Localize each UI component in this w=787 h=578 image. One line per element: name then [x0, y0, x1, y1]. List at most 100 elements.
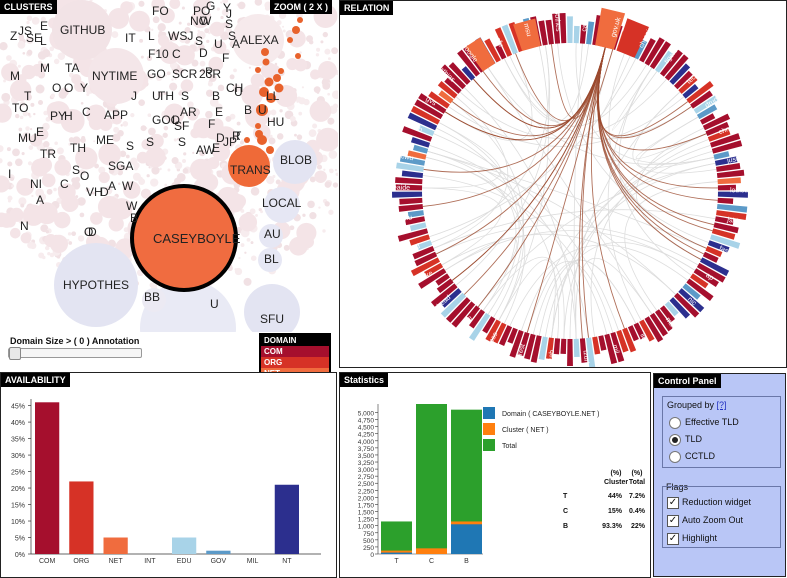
chord-arc[interactable]: [699, 257, 730, 277]
chord-arc[interactable]: [639, 319, 655, 342]
chord-arc[interactable]: [686, 278, 714, 301]
cluster-dot[interactable]: [332, 182, 338, 188]
chord-arc[interactable]: [448, 62, 471, 85]
chord-arc[interactable]: [714, 216, 734, 225]
chord-arc[interactable]: [673, 70, 693, 90]
chord-arc[interactable]: [592, 336, 601, 355]
cluster-dot[interactable]: [312, 123, 318, 129]
cluster-dot[interactable]: [0, 145, 4, 153]
cluster-dot[interactable]: [309, 212, 317, 220]
cluster-dot[interactable]: [216, 170, 221, 175]
cluster-dot[interactable]: [220, 15, 224, 20]
chord-arc[interactable]: [398, 204, 424, 212]
chord-arc[interactable]: [717, 191, 748, 198]
cluster-bubble[interactable]: [98, 171, 110, 184]
cluster-dot[interactable]: [49, 46, 55, 52]
chord-arc[interactable]: [702, 251, 719, 263]
chord-arc[interactable]: [579, 24, 587, 44]
cluster-dot[interactable]: [329, 168, 333, 172]
cluster-dot[interactable]: [140, 125, 147, 132]
chord-arc-highlight[interactable]: [513, 18, 541, 51]
checkbox-auto-zoom-out[interactable]: ✓: [667, 514, 679, 527]
cluster-dot[interactable]: [182, 168, 189, 174]
flag-reduction-widget[interactable]: ✓ Reduction widget: [667, 495, 751, 509]
chord-arc[interactable]: [538, 336, 548, 360]
cluster-dot[interactable]: [77, 235, 85, 242]
cluster-dot[interactable]: [37, 51, 47, 60]
cluster-dot[interactable]: [57, 52, 66, 61]
cluster-dot[interactable]: [234, 267, 243, 276]
chord-arc[interactable]: [498, 325, 513, 346]
chord-arc[interactable]: [573, 338, 580, 358]
cluster-bubble[interactable]: [140, 188, 152, 199]
cluster-dot[interactable]: [279, 109, 283, 113]
cluster-dot[interactable]: [268, 137, 276, 145]
cluster-dot[interactable]: [282, 25, 285, 28]
chord-arc[interactable]: [501, 24, 518, 55]
cluster-dot[interactable]: [332, 103, 338, 109]
cluster-dot[interactable]: [217, 84, 225, 92]
cluster-bubble[interactable]: [200, 173, 219, 192]
cluster-dot[interactable]: [27, 161, 33, 166]
cluster-dot[interactable]: [67, 232, 72, 236]
cluster-dot[interactable]: [178, 121, 185, 129]
cluster-dot[interactable]: [167, 168, 171, 172]
cluster-dot[interactable]: [68, 241, 73, 245]
cluster-dot[interactable]: [324, 48, 331, 55]
chord-arc[interactable]: [517, 331, 530, 357]
cluster-dot[interactable]: [35, 84, 45, 94]
cluster-bubble[interactable]: [159, 8, 175, 24]
cluster-dot[interactable]: [322, 229, 326, 233]
cluster-dot[interactable]: [209, 74, 217, 82]
chord-arc[interactable]: [395, 184, 423, 191]
chord-arc[interactable]: [711, 140, 743, 154]
chord-arc[interactable]: [392, 191, 423, 198]
chord-arc[interactable]: [616, 329, 629, 353]
cluster-dot[interactable]: [111, 31, 119, 38]
cluster-dot[interactable]: [250, 241, 254, 245]
cluster-dot[interactable]: [215, 103, 223, 111]
cluster-dot[interactable]: [162, 132, 168, 138]
cluster-bubble[interactable]: [191, 9, 210, 29]
cluster-dot[interactable]: [264, 1, 272, 9]
cluster-dot[interactable]: [331, 47, 338, 55]
cluster-dot[interactable]: [18, 34, 25, 40]
cluster-dot[interactable]: [119, 150, 127, 158]
chord-arc[interactable]: [552, 13, 561, 44]
chord-arc[interactable]: [717, 184, 737, 191]
chord-arc[interactable]: [654, 50, 674, 73]
option-effective-tld[interactable]: Effective TLD: [669, 415, 739, 429]
chord-arc[interactable]: [461, 66, 476, 81]
chord-arc[interactable]: [509, 329, 524, 358]
cluster-dot[interactable]: [220, 1, 223, 4]
cluster-bubble[interactable]: [180, 79, 194, 92]
chord-arc[interactable]: [690, 273, 709, 289]
cluster-dot[interactable]: [71, 231, 77, 237]
cluster-dot[interactable]: [20, 203, 25, 208]
avail-bar-nt[interactable]: [274, 484, 299, 554]
stat-bar-cluster[interactable]: [416, 548, 447, 554]
cluster-bubble[interactable]: [9, 227, 21, 239]
chord-arc[interactable]: [686, 81, 714, 104]
cluster-dot[interactable]: [104, 186, 113, 195]
net-cluster-dot[interactable]: [259, 87, 269, 97]
cluster-dot[interactable]: [222, 21, 230, 29]
cluster-bubble[interactable]: [20, 232, 32, 244]
cluster-dot[interactable]: [270, 118, 274, 122]
cluster-bubble[interactable]: [62, 114, 75, 126]
chord-arc[interactable]: [682, 283, 701, 300]
cluster-dot[interactable]: [40, 16, 46, 22]
cluster-bubble[interactable]: [71, 74, 82, 85]
cluster-bubble[interactable]: [90, 212, 103, 225]
cluster-dot[interactable]: [294, 133, 297, 137]
chord-arc[interactable]: [669, 63, 691, 85]
chord-arc[interactable]: [482, 316, 496, 334]
cluster-dot[interactable]: [328, 150, 338, 159]
chord-arc[interactable]: [627, 325, 639, 342]
chord-arc[interactable]: [709, 133, 741, 148]
cluster-dot[interactable]: [250, 186, 260, 196]
cluster-dot[interactable]: [45, 147, 54, 156]
chord-arc[interactable]: [716, 210, 747, 220]
cluster-dot[interactable]: [225, 115, 232, 122]
chord-arc[interactable]: [644, 37, 665, 66]
